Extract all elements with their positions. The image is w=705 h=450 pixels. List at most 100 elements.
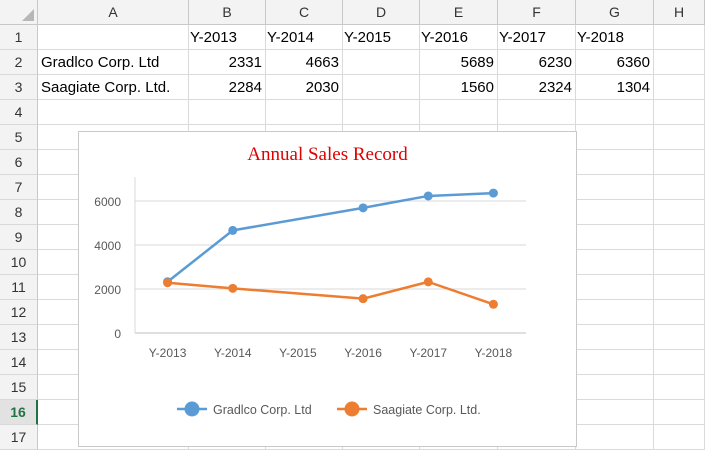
- row-header-9[interactable]: 9: [0, 225, 38, 250]
- cell-d2[interactable]: [343, 50, 420, 75]
- cell-g14[interactable]: [576, 350, 654, 375]
- cell-h3[interactable]: [654, 75, 705, 100]
- cell-h5[interactable]: [654, 125, 705, 150]
- data-point: [423, 191, 433, 201]
- column-header-a[interactable]: A: [38, 0, 189, 25]
- row-header-12[interactable]: 12: [0, 300, 38, 325]
- row-header-10[interactable]: 10: [0, 250, 38, 275]
- row-header-16[interactable]: 16: [0, 400, 38, 425]
- column-header-f[interactable]: F: [498, 0, 576, 25]
- cell-h4[interactable]: [654, 100, 705, 125]
- row-header-14[interactable]: 14: [0, 350, 38, 375]
- cell-g10[interactable]: [576, 250, 654, 275]
- cell-b3[interactable]: 2284: [189, 75, 266, 100]
- cell-h1[interactable]: [654, 25, 705, 50]
- cell-g15[interactable]: [576, 375, 654, 400]
- cell-g13[interactable]: [576, 325, 654, 350]
- row-header-15[interactable]: 15: [0, 375, 38, 400]
- x-tick-label: Y-2014: [214, 346, 252, 360]
- row-header-13[interactable]: 13: [0, 325, 38, 350]
- cell-f3[interactable]: 2324: [498, 75, 576, 100]
- cell-h16[interactable]: [654, 400, 705, 425]
- cell-h8[interactable]: [654, 200, 705, 225]
- cell-d1[interactable]: Y-2015: [343, 25, 420, 50]
- cell-h10[interactable]: [654, 250, 705, 275]
- cell-h9[interactable]: [654, 225, 705, 250]
- cell-f4[interactable]: [498, 100, 576, 125]
- column-header-g[interactable]: G: [576, 0, 654, 25]
- cell-h13[interactable]: [654, 325, 705, 350]
- cell-b4[interactable]: [189, 100, 266, 125]
- column-header-d[interactable]: D: [343, 0, 420, 25]
- cell-h11[interactable]: [654, 275, 705, 300]
- column-header-e[interactable]: E: [420, 0, 498, 25]
- cell-h6[interactable]: [654, 150, 705, 175]
- cell-g5[interactable]: [576, 125, 654, 150]
- y-tick-label: 2000: [94, 283, 121, 297]
- row-header-17[interactable]: 17: [0, 425, 38, 450]
- data-point: [228, 283, 238, 293]
- column-header-b[interactable]: B: [189, 0, 266, 25]
- cell-b1[interactable]: Y-2013: [189, 25, 266, 50]
- cell-a3[interactable]: Saagiate Corp. Ltd.: [38, 75, 189, 100]
- row-header-1[interactable]: 1: [0, 25, 38, 50]
- cell-a1[interactable]: [38, 25, 189, 50]
- data-point: [488, 188, 498, 198]
- cell-c3[interactable]: 2030: [266, 75, 343, 100]
- select-all-triangle-icon: [22, 9, 34, 21]
- cell-g9[interactable]: [576, 225, 654, 250]
- y-tick-label: 4000: [94, 239, 121, 253]
- data-point: [358, 294, 368, 304]
- cell-g8[interactable]: [576, 200, 654, 225]
- cell-e2[interactable]: 5689: [420, 50, 498, 75]
- cell-f2[interactable]: 6230: [498, 50, 576, 75]
- cell-c4[interactable]: [266, 100, 343, 125]
- cell-g16[interactable]: [576, 400, 654, 425]
- cell-g6[interactable]: [576, 150, 654, 175]
- cell-g12[interactable]: [576, 300, 654, 325]
- chart-plot: 0 2000 4000 6000 Y-2013 Y-2014 Y-2015 Y-2016 Y-2…: [94, 177, 526, 417]
- row-header-4[interactable]: 4: [0, 100, 38, 125]
- data-point: [488, 299, 498, 309]
- cell-c2[interactable]: 4663: [266, 50, 343, 75]
- cell-h15[interactable]: [654, 375, 705, 400]
- cell-g3[interactable]: 1304: [576, 75, 654, 100]
- cell-h14[interactable]: [654, 350, 705, 375]
- row-header-3[interactable]: 3: [0, 75, 38, 100]
- cell-e4[interactable]: [420, 100, 498, 125]
- cell-h17[interactable]: [654, 425, 705, 450]
- cell-h7[interactable]: [654, 175, 705, 200]
- cell-g17[interactable]: [576, 425, 654, 450]
- row-header-2[interactable]: 2: [0, 50, 38, 75]
- series-line-1: [166, 191, 494, 283]
- cell-a4[interactable]: [38, 100, 189, 125]
- cell-f1[interactable]: Y-2017: [498, 25, 576, 50]
- row-header-7[interactable]: 7: [0, 175, 38, 200]
- cell-g1[interactable]: Y-2018: [576, 25, 654, 50]
- cell-a2[interactable]: Gradlco Corp. Ltd: [38, 50, 189, 75]
- cell-g11[interactable]: [576, 275, 654, 300]
- series-line-2: [167, 280, 494, 306]
- select-all-corner[interactable]: [0, 0, 38, 25]
- cell-g7[interactable]: [576, 175, 654, 200]
- row-header-5[interactable]: 5: [0, 125, 38, 150]
- column-header-h[interactable]: H: [654, 0, 705, 25]
- cell-c1[interactable]: Y-2014: [266, 25, 343, 50]
- row-header-8[interactable]: 8: [0, 200, 38, 225]
- row-header-6[interactable]: 6: [0, 150, 38, 175]
- row-header-11[interactable]: 11: [0, 275, 38, 300]
- line-chart[interactable]: Annual Sales Record 0 2000 4000 6000 Y-2013 Y…: [78, 131, 577, 447]
- cell-g2[interactable]: 6360: [576, 50, 654, 75]
- cell-d3[interactable]: [343, 75, 420, 100]
- cell-h12[interactable]: [654, 300, 705, 325]
- cell-e3[interactable]: 1560: [420, 75, 498, 100]
- x-tick-label: Y-2015: [279, 346, 317, 360]
- cell-g4[interactable]: [576, 100, 654, 125]
- legend-label: Gradlco Corp. Ltd: [213, 403, 312, 417]
- cell-h2[interactable]: [654, 50, 705, 75]
- cell-e1[interactable]: Y-2016: [420, 25, 498, 50]
- column-header-c[interactable]: C: [266, 0, 343, 25]
- cell-d4[interactable]: [343, 100, 420, 125]
- cell-b2[interactable]: 2331: [189, 50, 266, 75]
